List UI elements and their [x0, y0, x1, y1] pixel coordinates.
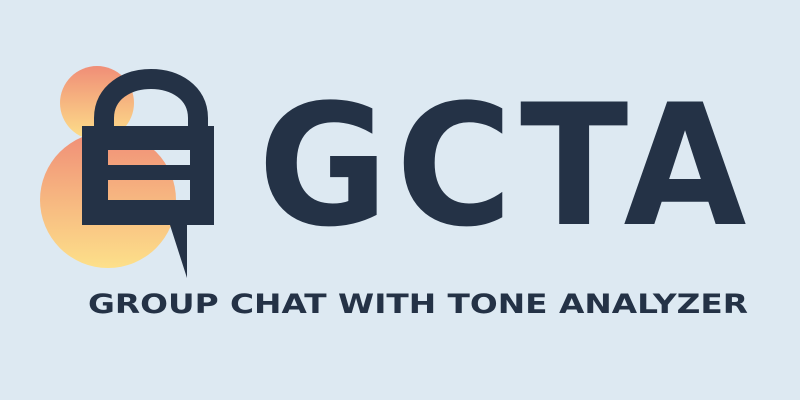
tagline-text: GROUP CHAT WITH TONE ANALYZER	[88, 289, 748, 320]
padlock-shackle	[94, 69, 208, 138]
padlock-body	[82, 126, 214, 278]
padlock-chat-bubble-icon	[40, 66, 214, 278]
tagline: GROUP CHAT WITH TONE ANALYZER	[88, 289, 748, 320]
wordmark-text: GCTA	[258, 88, 754, 238]
wordmark: GCTA	[258, 88, 754, 238]
